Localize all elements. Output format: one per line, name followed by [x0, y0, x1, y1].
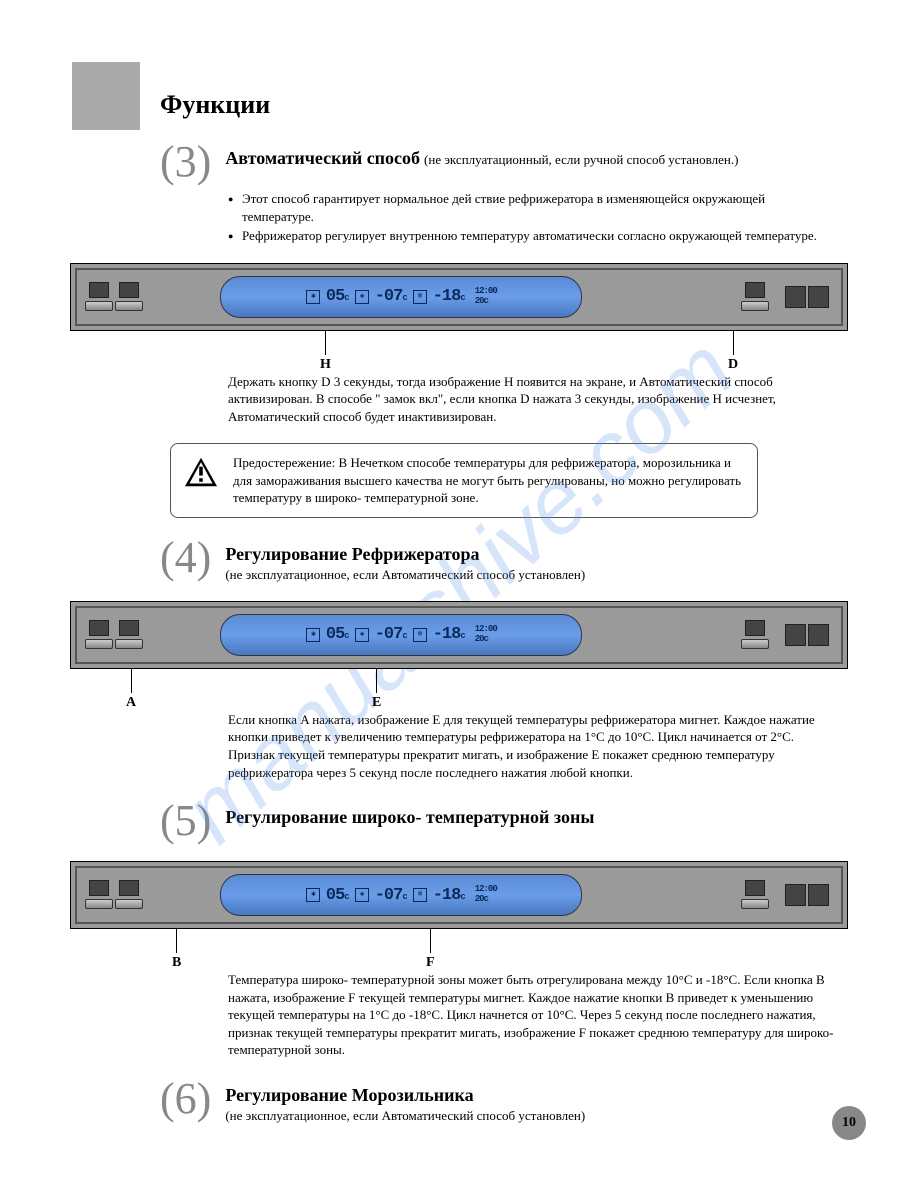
button-d[interactable]: [745, 282, 765, 312]
temp-1: 05: [326, 287, 344, 306]
manual-page: manualshive.com Функции 3 Автоматический…: [0, 0, 918, 1182]
right-icons: [785, 624, 829, 646]
warning-text: Предостережение: В Нечетком способе темп…: [233, 454, 743, 507]
control-panel: ✱ 05c ◈ -07c ❄ -18c 12:0020c: [70, 601, 848, 669]
zone-icon: ◈: [355, 888, 369, 902]
control-panel-figure: ✱ 05c ◈ -07c ❄ -18c 12:0020c B F: [70, 861, 848, 967]
section-3-body: Держать кнопку D 3 секунды, тогда изобра…: [228, 373, 838, 426]
section-number: 3: [160, 140, 211, 184]
left-buttons: [89, 282, 139, 312]
section-title: Автоматический способ: [225, 148, 420, 168]
callout-a: A: [126, 669, 136, 711]
section-number: 5: [160, 799, 211, 843]
temp-2: -07: [375, 287, 403, 306]
button-a[interactable]: [89, 620, 109, 650]
mode-icon: ✱: [306, 888, 320, 902]
section-5: 5 Регулирование широко- температурной зо…: [160, 799, 838, 843]
freezer-icon: ❄: [413, 628, 427, 642]
section-subtitle: (не эксплуатационное, если Автоматически…: [225, 1108, 838, 1124]
freezer-icon: ❄: [413, 290, 427, 304]
button-b[interactable]: [119, 620, 139, 650]
button-b[interactable]: [119, 880, 139, 910]
section-title: Регулирование Рефрижератора: [225, 544, 479, 564]
right-icons: [785, 884, 829, 906]
lcd-display: ✱ 05c ◈ -07c ❄ -18c 12:0020c: [220, 874, 582, 916]
mode-icon: ✱: [306, 290, 320, 304]
section-subtitle: (не эксплуатационное, если Автоматически…: [225, 567, 838, 583]
freezer-icon: ❄: [413, 888, 427, 902]
callout-e: E: [372, 669, 381, 711]
control-panel-figure: ✱ 05c ◈ -07c ❄ -18c 12:0020c A E: [70, 601, 848, 707]
bullet-item: Этот способ гарантирует нормальное дей с…: [228, 190, 838, 225]
button-a[interactable]: [89, 282, 109, 312]
right-icons: [785, 286, 829, 308]
button-a[interactable]: [89, 880, 109, 910]
bullet-item: Рефрижератор регулирует внутренною темпе…: [228, 227, 838, 245]
section-title: Регулирование Морозильника: [225, 1085, 473, 1105]
button-d[interactable]: [745, 620, 765, 650]
lcd-display: ✱ 05c ◈ -07c ❄ -18c 12:00 20c: [220, 276, 582, 318]
section-number: 6: [160, 1077, 211, 1121]
callout-h: H: [320, 331, 331, 373]
bullet-list: Этот способ гарантирует нормальное дей с…: [228, 190, 838, 245]
lcd-display: ✱ 05c ◈ -07c ❄ -18c 12:0020c: [220, 614, 582, 656]
clock-block: 12:00 20c: [475, 287, 497, 307]
callout-f: F: [426, 929, 435, 971]
section-title: Регулирование широко- температурной зоны: [225, 807, 594, 827]
control-panel-figure: ✱ 05c ◈ -07c ❄ -18c 12:00 20c H D: [70, 263, 848, 369]
zone-icon: ◈: [355, 628, 369, 642]
clock: 12:00: [475, 286, 497, 296]
control-panel: ✱ 05c ◈ -07c ❄ -18c 12:00 20c: [70, 263, 848, 331]
warning-icon: [183, 456, 219, 488]
temp-3: -18: [433, 287, 461, 306]
button-b[interactable]: [119, 282, 139, 312]
warning-box: Предостережение: В Нечетком способе темп…: [170, 443, 758, 518]
ambient-temp: 20c: [475, 296, 488, 306]
section-title-note: (не эксплуатационный, если ручной способ…: [424, 152, 738, 167]
section-6: 6 Регулирование Морозильника (не эксплуа…: [160, 1077, 838, 1124]
page-number: 10: [832, 1106, 866, 1140]
mode-icon: ✱: [306, 628, 320, 642]
callout-d: D: [728, 331, 738, 373]
button-d[interactable]: [745, 880, 765, 910]
section-3: 3 Автоматический способ (не эксплуатацио…: [160, 140, 838, 245]
page-title: Функции: [160, 90, 848, 120]
callout-b: B: [172, 929, 181, 971]
control-panel: ✱ 05c ◈ -07c ❄ -18c 12:0020c: [70, 861, 848, 929]
section-5-body: Температура широко- температурной зоны м…: [228, 971, 838, 1059]
section-number: 4: [160, 536, 211, 580]
zone-icon: ◈: [355, 290, 369, 304]
section-4-body: Если кнопка A нажата, изображение E для …: [228, 711, 838, 781]
section-4: 4 Регулирование Рефрижератора (не эксплу…: [160, 536, 838, 583]
decorative-square: [72, 62, 140, 130]
